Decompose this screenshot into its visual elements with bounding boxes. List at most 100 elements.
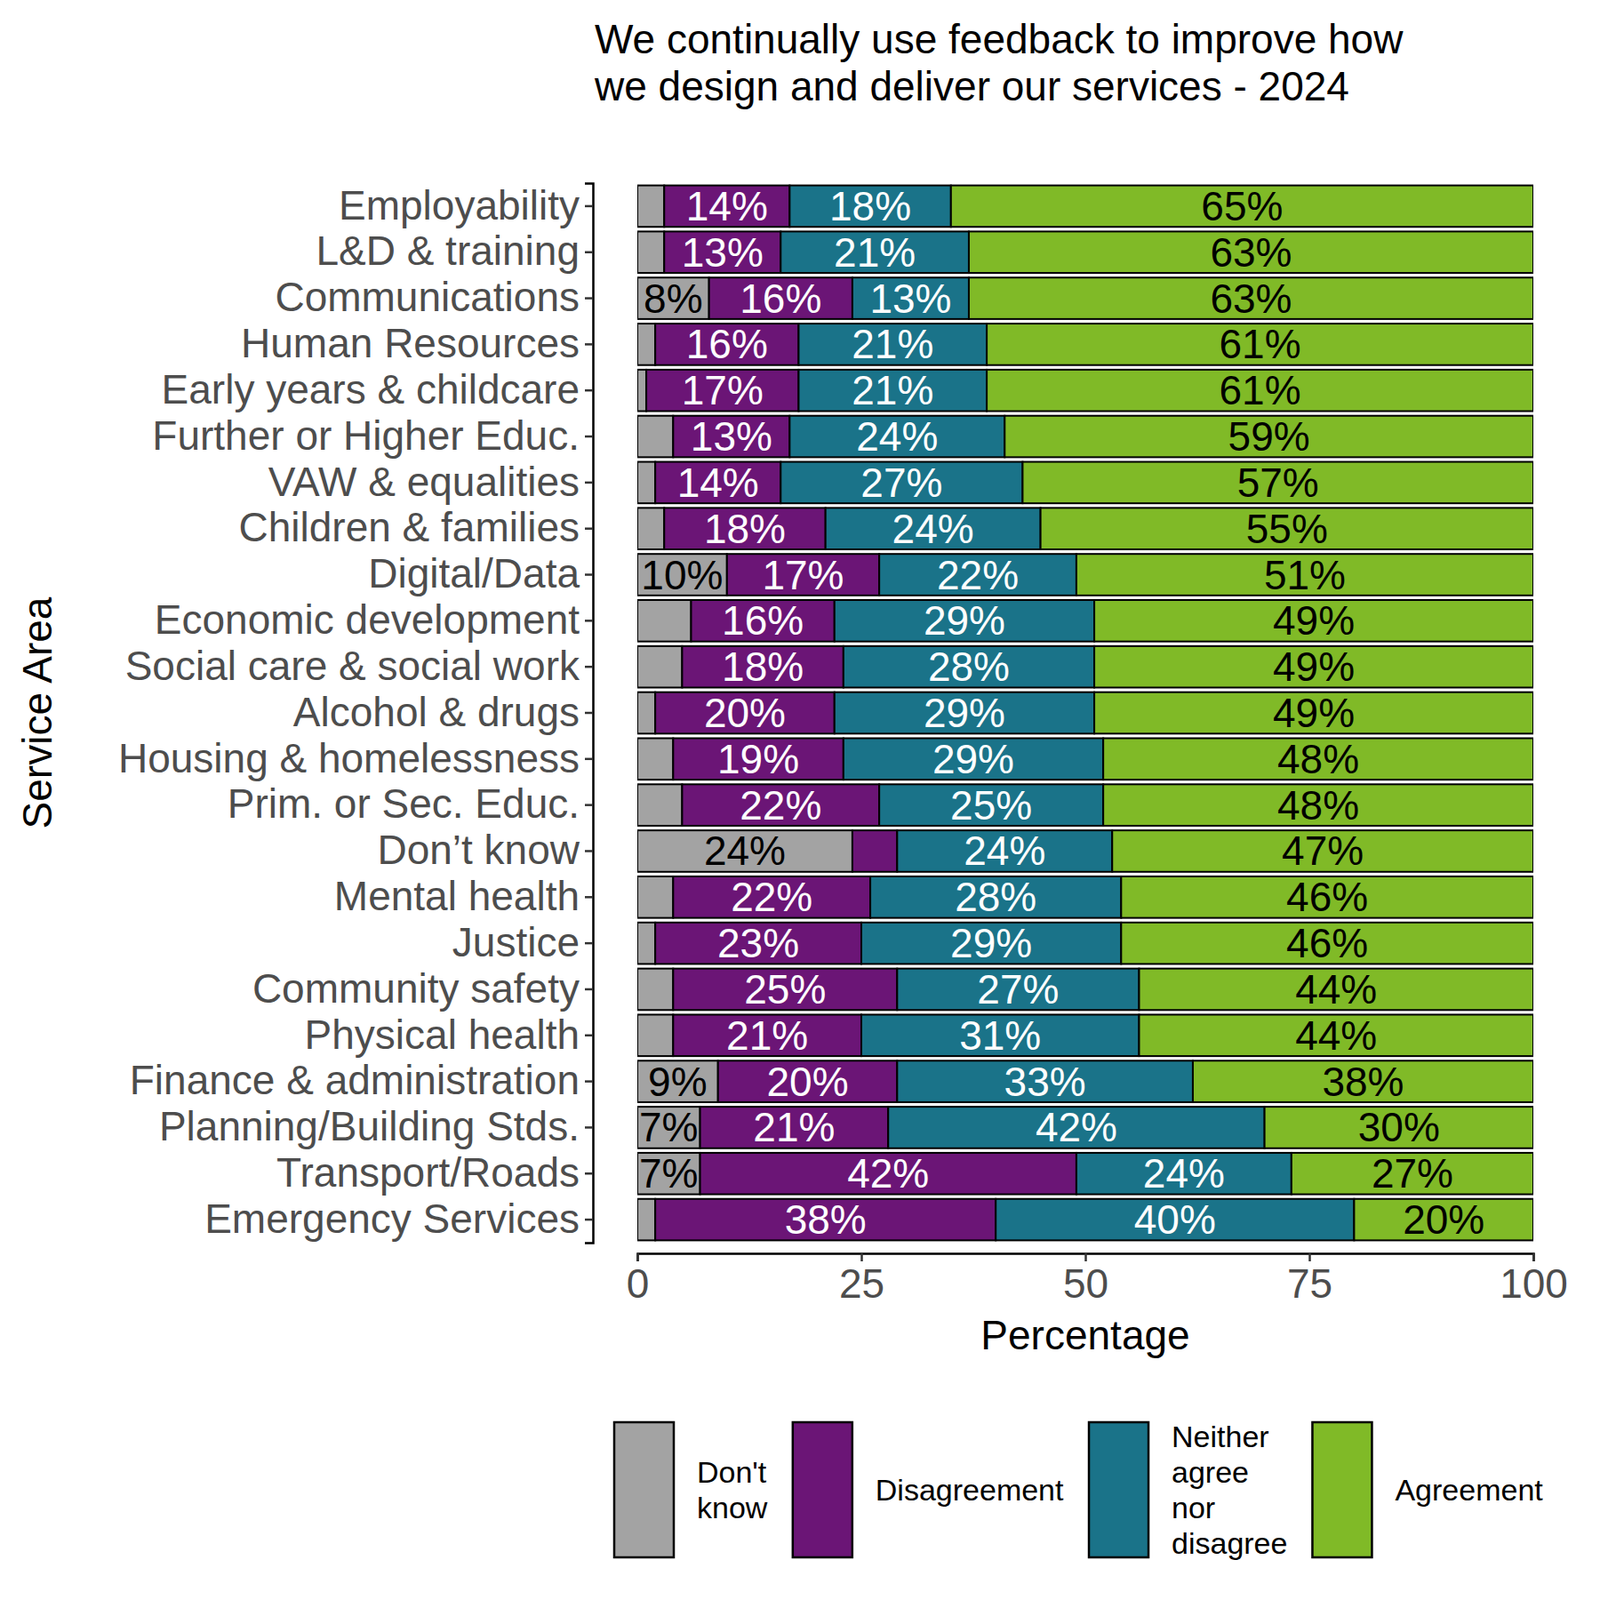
y-tick: Mental health bbox=[334, 872, 593, 920]
y-tick: Transport/Roads bbox=[276, 1149, 593, 1196]
x-tick-label: 0 bbox=[626, 1260, 650, 1307]
y-tick-mark bbox=[584, 665, 593, 669]
bar-segment bbox=[637, 323, 656, 366]
data-label: 49% bbox=[1272, 689, 1355, 736]
data-label: 19% bbox=[717, 736, 800, 783]
data-label: 59% bbox=[1228, 413, 1311, 460]
bar-segment bbox=[637, 462, 656, 504]
data-labels: 14%18%65%13%21%63%8%16%13%63%16%21%61%17… bbox=[639, 183, 1485, 1243]
data-label: 24% bbox=[892, 505, 975, 552]
y-tick: Finance & administration bbox=[129, 1056, 593, 1104]
y-tick-mark bbox=[584, 803, 593, 807]
data-label: 22% bbox=[739, 782, 822, 829]
data-label: 8% bbox=[643, 275, 703, 322]
bar-segment bbox=[637, 1014, 673, 1056]
data-label: 33% bbox=[1004, 1058, 1087, 1105]
y-tick-mark bbox=[584, 573, 593, 576]
y-tick-label: Physical health bbox=[304, 1011, 580, 1058]
y-tick-mark bbox=[584, 758, 593, 761]
bar-segment bbox=[637, 922, 656, 965]
y-tick-label: VAW & equalities bbox=[268, 458, 580, 505]
data-label: 13% bbox=[690, 413, 773, 460]
legend-swatch bbox=[1312, 1422, 1372, 1558]
legend-label: Disagreement bbox=[875, 1472, 1064, 1507]
y-tick: Further or Higher Educ. bbox=[152, 412, 593, 459]
y-tick-label: Transport/Roads bbox=[276, 1149, 580, 1196]
y-tick: Human Resources bbox=[240, 320, 593, 367]
y-tick-mark bbox=[584, 619, 593, 623]
y-tick: Planning/Building Stds. bbox=[159, 1103, 593, 1150]
x-tick-label: 75 bbox=[1287, 1260, 1333, 1307]
x-tick-label: 25 bbox=[839, 1260, 885, 1307]
data-label: 21% bbox=[833, 229, 916, 276]
y-tick: Early years & childcare bbox=[161, 366, 593, 413]
data-label: 46% bbox=[1286, 920, 1368, 967]
y-tick: Don’t know bbox=[376, 826, 593, 873]
data-label: 27% bbox=[1371, 1150, 1454, 1197]
data-label: 24% bbox=[704, 827, 786, 874]
data-label: 14% bbox=[686, 183, 768, 230]
y-tick: Justice bbox=[452, 919, 593, 966]
y-tick-label: Finance & administration bbox=[129, 1056, 580, 1104]
data-label: 13% bbox=[869, 275, 952, 322]
data-label: 38% bbox=[784, 1196, 867, 1243]
data-label: 29% bbox=[923, 689, 1006, 736]
y-tick: Employability bbox=[338, 182, 593, 229]
bar-segment bbox=[852, 830, 897, 872]
bar-segment bbox=[637, 231, 664, 273]
y-tick-label: Further or Higher Educ. bbox=[152, 412, 580, 459]
data-label: 44% bbox=[1295, 1012, 1377, 1059]
data-label: 25% bbox=[744, 966, 826, 1013]
data-label: 7% bbox=[639, 1150, 698, 1197]
legend-label: Agreement bbox=[1394, 1472, 1544, 1507]
data-label: 29% bbox=[950, 920, 1032, 967]
y-tick-label: Planning/Building Stds. bbox=[159, 1103, 580, 1150]
legend-item: Agreement bbox=[1312, 1422, 1544, 1558]
data-label: 27% bbox=[976, 966, 1059, 1013]
y-tick-mark bbox=[584, 296, 593, 300]
y-tick-label: Mental health bbox=[334, 872, 580, 920]
y-tick: Prim. or Sec. Educ. bbox=[227, 780, 593, 827]
y-tick: Community safety bbox=[252, 965, 593, 1012]
data-label: 51% bbox=[1264, 552, 1346, 599]
y-tick-label: Employability bbox=[338, 182, 580, 229]
bar-segment bbox=[637, 185, 664, 228]
data-label: 49% bbox=[1272, 597, 1355, 644]
legend-item: Disagreement bbox=[792, 1422, 1064, 1558]
data-label: 31% bbox=[959, 1012, 1041, 1059]
x-tick-label: 100 bbox=[1499, 1260, 1568, 1307]
bar-segment bbox=[637, 784, 682, 826]
y-tick-label: L&D & training bbox=[315, 227, 580, 274]
data-label: 44% bbox=[1295, 966, 1377, 1013]
data-label: 21% bbox=[851, 367, 934, 414]
data-label: 47% bbox=[1281, 827, 1364, 874]
y-tick-label: Economic development bbox=[154, 596, 580, 643]
bar-segment bbox=[637, 416, 673, 458]
data-label: 22% bbox=[730, 873, 813, 920]
y-tick-mark bbox=[584, 389, 593, 392]
bar-segment bbox=[637, 876, 673, 919]
y-tick-label: Community safety bbox=[252, 965, 580, 1012]
y-tick: Children & families bbox=[239, 504, 593, 551]
bars bbox=[637, 185, 1534, 1241]
bar-segment bbox=[637, 738, 673, 781]
y-axis-title: Service Area bbox=[14, 596, 61, 829]
data-label: 7% bbox=[639, 1104, 698, 1151]
data-label: 23% bbox=[717, 920, 800, 967]
y-tick-mark bbox=[584, 942, 593, 945]
data-label: 57% bbox=[1237, 459, 1320, 506]
data-label: 38% bbox=[1321, 1058, 1404, 1105]
y-tick-label: Justice bbox=[452, 919, 580, 966]
data-label: 13% bbox=[681, 229, 764, 276]
y-tick: Digital/Data bbox=[368, 550, 593, 597]
data-label: 55% bbox=[1246, 505, 1328, 552]
x-tick: 100 bbox=[1499, 1253, 1568, 1307]
y-tick-mark bbox=[584, 1080, 593, 1083]
data-label: 24% bbox=[856, 413, 938, 460]
data-label: 30% bbox=[1358, 1104, 1440, 1151]
y-axis: EmployabilityL&D & trainingCommunication… bbox=[118, 182, 594, 1244]
y-tick-label: Children & families bbox=[239, 504, 580, 551]
x-tick: 25 bbox=[839, 1253, 885, 1307]
data-label: 27% bbox=[860, 459, 943, 506]
data-label: 16% bbox=[721, 597, 804, 644]
